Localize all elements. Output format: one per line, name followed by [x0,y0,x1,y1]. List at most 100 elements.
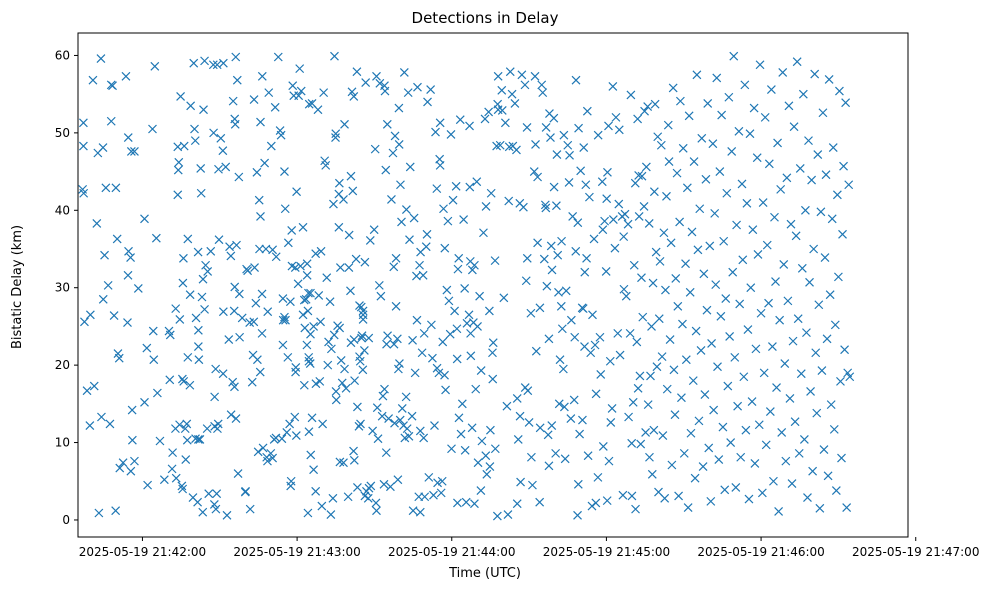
data-point [373,434,383,444]
data-point [842,503,852,513]
data-point [658,431,668,441]
data-point [226,251,236,261]
data-point [593,130,603,140]
data-point [619,232,629,242]
data-point [451,181,461,191]
data-point [734,126,744,136]
data-point [380,384,389,394]
data-point [182,435,192,445]
data-point [820,253,830,262]
data-point [378,391,388,401]
data-point [346,171,356,181]
chart-title: Detections in Delay [412,9,559,27]
data-point [584,192,594,202]
data-point [789,122,799,132]
data-point [409,213,419,223]
data-point [167,464,177,474]
data-point [793,314,803,324]
data-point [559,130,569,140]
data-point [731,483,741,492]
data-point [776,184,786,194]
data-point [660,493,670,503]
data-point [549,182,559,192]
data-point [407,411,417,421]
data-point [127,405,137,415]
data-point [178,278,188,288]
data-point [796,369,806,379]
data-point [580,267,590,277]
data-point [385,482,395,492]
data-point [181,455,191,465]
data-point [148,124,157,134]
data-point [597,177,607,187]
data-point [390,418,399,428]
data-point [838,229,847,239]
data-point [283,352,293,362]
data-point [766,85,776,94]
data-point [466,328,475,338]
data-point [114,353,124,363]
data-point [771,277,780,286]
data-point [206,246,216,256]
data-point [94,508,104,518]
data-point [640,106,649,116]
data-point [360,257,370,267]
data-point [663,120,673,130]
data-point [772,383,781,393]
data-point [307,413,317,423]
data-point [209,500,219,509]
data-point [210,392,220,402]
data-point [553,250,563,260]
data-point [231,52,241,62]
data-point [343,492,353,502]
data-point [582,106,592,116]
data-point [639,201,649,211]
data-point [719,236,729,246]
data-point [780,359,790,369]
data-point [840,345,850,355]
data-point [437,476,447,486]
data-point [89,381,99,391]
data-point [124,246,133,256]
data-point [728,267,738,277]
data-point [643,400,653,410]
data-point [641,428,651,437]
data-point [315,376,325,386]
data-point [422,229,432,239]
data-point [692,70,702,80]
data-point [634,212,644,221]
data-point [304,288,313,298]
data-point [732,220,742,230]
data-point [249,317,259,327]
data-point [194,355,204,365]
data-point [636,439,646,449]
x-tick-label: 2025-05-19 21:46:00 [697,545,824,559]
data-point [624,412,634,422]
data-point [752,153,762,163]
data-point [97,412,106,422]
data-point [782,173,792,183]
data-point [231,414,241,423]
data-point [479,228,488,238]
data-point [758,198,768,207]
data-point [440,370,449,380]
data-point [810,69,820,79]
data-point [228,96,238,106]
data-point [247,377,257,387]
data-point [523,386,533,396]
data-point [263,307,273,317]
data-point [415,426,425,436]
data-point [476,366,486,375]
data-point [190,124,199,134]
data-point [515,411,525,421]
data-point [557,236,566,246]
data-point [608,215,618,225]
data-point [813,150,823,159]
data-point [212,489,222,499]
data-point [224,335,234,345]
data-point [713,362,722,372]
data-point [357,333,366,343]
data-point [440,243,450,253]
data-point [656,140,666,150]
data-point [542,281,552,291]
